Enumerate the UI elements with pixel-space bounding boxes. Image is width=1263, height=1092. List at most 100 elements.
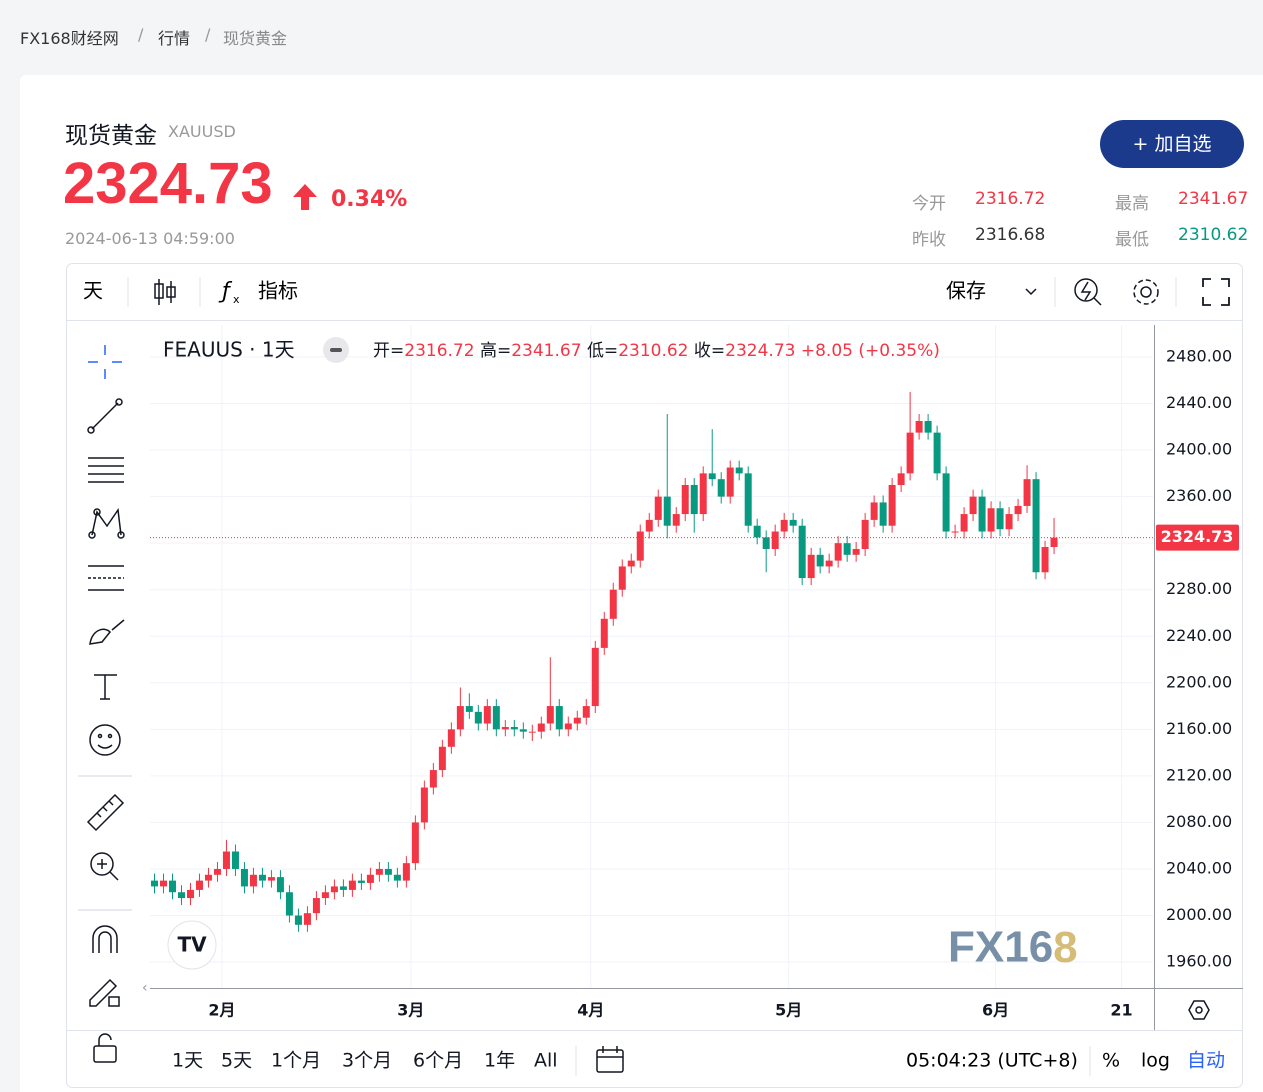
range-button[interactable]: 3个月 [342,1050,392,1072]
x-tick-label: 6月 [982,1001,1009,1020]
lock-tool[interactable] [93,1033,117,1063]
interval-button[interactable]: 天 [83,279,103,303]
candle-body [231,851,239,869]
stat-label: 今开 [912,194,946,214]
indicators-button[interactable]: 指标 [258,279,298,303]
candle-body [681,484,689,515]
candle-body [1050,537,1058,547]
fullscreen-button[interactable] [1202,278,1230,306]
candle-body [330,886,338,893]
range-button[interactable]: 5天 [221,1050,252,1072]
stat-value: 2316.68 [975,225,1046,245]
trendline-tool[interactable] [87,398,123,434]
candle-body [312,898,320,914]
breadcrumb-home[interactable]: FX168财经网 [20,29,119,48]
candle-body [618,566,626,590]
range-button[interactable]: 1年 [484,1050,515,1072]
candle-body [861,519,869,549]
candle-body [420,787,428,823]
range-button[interactable]: 1个月 [271,1050,321,1072]
tradingview-logo: TV [167,920,217,970]
goto-date-icon[interactable] [596,1046,624,1073]
candle-body [924,420,932,433]
breadcrumb-separator: / [205,25,211,44]
candle-body [258,874,266,881]
candle-body [897,473,905,485]
candle-body [627,560,635,567]
candle-body [969,496,977,515]
range-button[interactable]: 6个月 [413,1050,463,1072]
candle-body [222,851,230,869]
fx-icon: ƒ [218,279,233,304]
candle-body [942,473,950,532]
last-price-label: 2324.73 [1161,527,1234,546]
candle-body [933,432,941,474]
candle-body [456,706,464,730]
candle-body [411,822,419,864]
log-toggle[interactable]: log [1141,1050,1170,1072]
candle-body [870,502,878,520]
auto-toggle[interactable]: 自动 [1187,1050,1225,1072]
crosshair-tool[interactable] [88,345,122,379]
candle-body [798,525,806,579]
candle-body [474,711,482,724]
candle-body [663,496,671,526]
candle-body [816,554,824,567]
candle-body [294,915,302,925]
candle-body [915,420,923,433]
text-tool[interactable] [94,674,117,700]
candle-body [780,519,788,532]
candle-body [195,880,203,890]
symbol-label: FEAUUS · 1天 [163,338,295,362]
y-tick-label: 1960.00 [1166,952,1232,971]
pattern-tool[interactable] [88,507,125,539]
brush-tool[interactable] [89,619,125,645]
fib-tool[interactable] [88,565,124,591]
candle-body [276,877,284,893]
ohlc-legend: 开=2316.72 高=2341.67 低=2310.62 收=2324.73 … [373,341,940,361]
svg-text:TV: TV [177,933,207,957]
stat-value: 2310.62 [1178,225,1249,245]
ruler-tool[interactable] [86,793,125,832]
candle-body [690,484,698,515]
stat-value: 2316.72 [975,189,1046,209]
chart-style-button[interactable] [154,279,176,305]
candle-body [393,874,401,881]
candle-body [852,548,860,555]
alert-button[interactable] [1074,278,1102,306]
candle-body [645,519,653,532]
x-tick-label: 21 [1110,1001,1132,1020]
y-tick-label: 2240.00 [1166,626,1232,645]
candle-body [744,473,752,526]
candle-body [582,706,590,718]
settings-button[interactable] [1133,279,1159,305]
horizontal-lines-tool[interactable] [88,457,124,483]
fx168-watermark: FX168 [948,923,1078,972]
lock-drawings-tool[interactable] [89,978,120,1007]
candle-body [672,514,680,526]
zoom-tool[interactable] [90,852,119,881]
emoji-tool[interactable] [89,724,121,756]
range-buttons: 1天 5天 1个月 3个月 6个月 1年 All [172,1050,558,1072]
candle-body [555,706,563,730]
range-button[interactable]: 1天 [172,1050,203,1072]
percent-toggle[interactable]: % [1102,1050,1120,1072]
range-button[interactable]: All [534,1050,558,1072]
y-tick-label: 2080.00 [1166,812,1232,831]
legend-label: 收= [694,341,725,361]
price: 2324.73 [63,151,273,216]
collapse-toolbar[interactable]: ‹ [142,980,148,996]
goto-date-button[interactable] [1188,1000,1210,1020]
y-tick-label: 2440.00 [1166,393,1232,412]
magnet-tool[interactable] [92,925,118,953]
candle-body [249,874,257,887]
add-watchlist-button[interactable]: + 加自选 [1100,120,1244,168]
hide-legend-button[interactable] [323,337,349,363]
candle-body [546,706,554,724]
save-button[interactable]: 保存 [946,279,986,303]
candle-body [402,863,410,881]
save-dropdown[interactable] [1025,288,1037,296]
stat-label: 最低 [1115,230,1149,250]
breadcrumb-market[interactable]: 行情 [158,29,191,48]
